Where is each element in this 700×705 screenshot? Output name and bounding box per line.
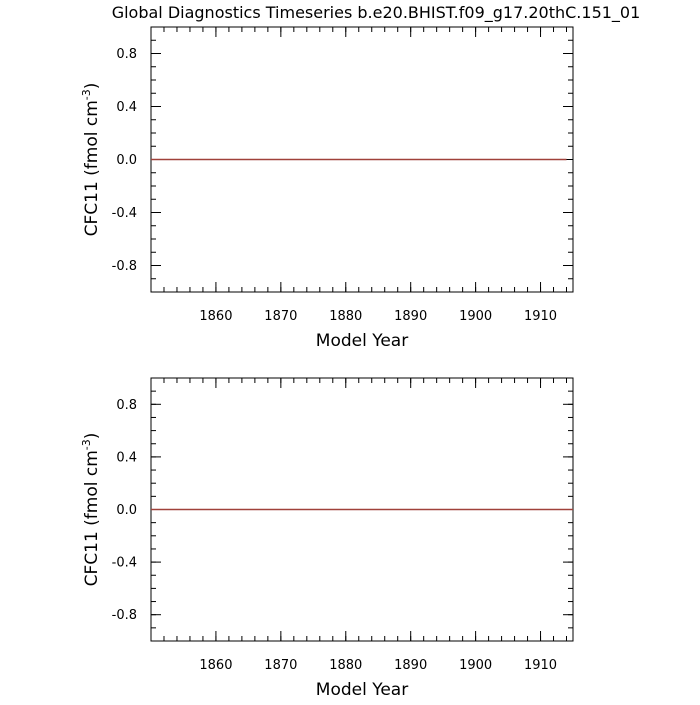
- x-tick-label: 1880: [329, 309, 362, 324]
- y-axis-label: CFC11 (fmol cm-3): [80, 433, 102, 587]
- y-tick-label: 0.0: [116, 503, 137, 518]
- y-tick-label: 0.4: [116, 450, 137, 465]
- y-tick-label: 0.4: [116, 100, 137, 115]
- y-axis-label-main: CFC11 (fmol cm: [82, 450, 102, 586]
- y-tick-label: 0.0: [116, 153, 137, 168]
- y-axis-label-sup: -3: [80, 439, 93, 450]
- y-tick-label: 0.8: [116, 398, 137, 413]
- y-tick-label: 0.8: [116, 47, 137, 62]
- y-tick-label: -0.4: [112, 206, 137, 221]
- x-tick-label: 1910: [524, 658, 557, 673]
- x-tick-label: 1890: [394, 309, 427, 324]
- figure-title: Global Diagnostics Timeseries b.e20.BHIS…: [112, 3, 641, 23]
- x-tick-label: 1900: [459, 658, 492, 673]
- y-axis-label-close: ): [82, 83, 102, 90]
- x-tick-label: 1880: [329, 658, 362, 673]
- x-axis-label: Model Year: [316, 680, 408, 700]
- y-tick-label: -0.4: [112, 556, 137, 571]
- x-tick-label: 1860: [199, 658, 232, 673]
- x-tick-label: 1900: [459, 309, 492, 324]
- y-tick-label: -0.8: [112, 259, 137, 274]
- y-axis-label: CFC11 (fmol cm-3): [80, 83, 102, 237]
- y-tick-label: -0.8: [112, 608, 137, 623]
- x-tick-label: 1870: [264, 658, 297, 673]
- x-axis-label: Model Year: [316, 331, 408, 351]
- x-tick-label: 1910: [524, 309, 557, 324]
- y-axis-label-close: ): [82, 433, 102, 440]
- chart-panel-2: 1860 1870 1880 1890 1900 1910 -0.8 -0.4 0.0 0.4 0.…: [80, 377, 574, 700]
- y-axis-label-main: CFC11 (fmol cm: [82, 100, 102, 236]
- chart-panel-1: 1860 1870 1880 1890 1900 1910 -0.8 -0.4 0.0 0.4 0.…: [80, 26, 574, 351]
- y-axis-label-sup: -3: [80, 89, 93, 100]
- x-tick-label: 1870: [264, 309, 297, 324]
- x-tick-label: 1860: [199, 309, 232, 324]
- x-tick-label: 1890: [394, 658, 427, 673]
